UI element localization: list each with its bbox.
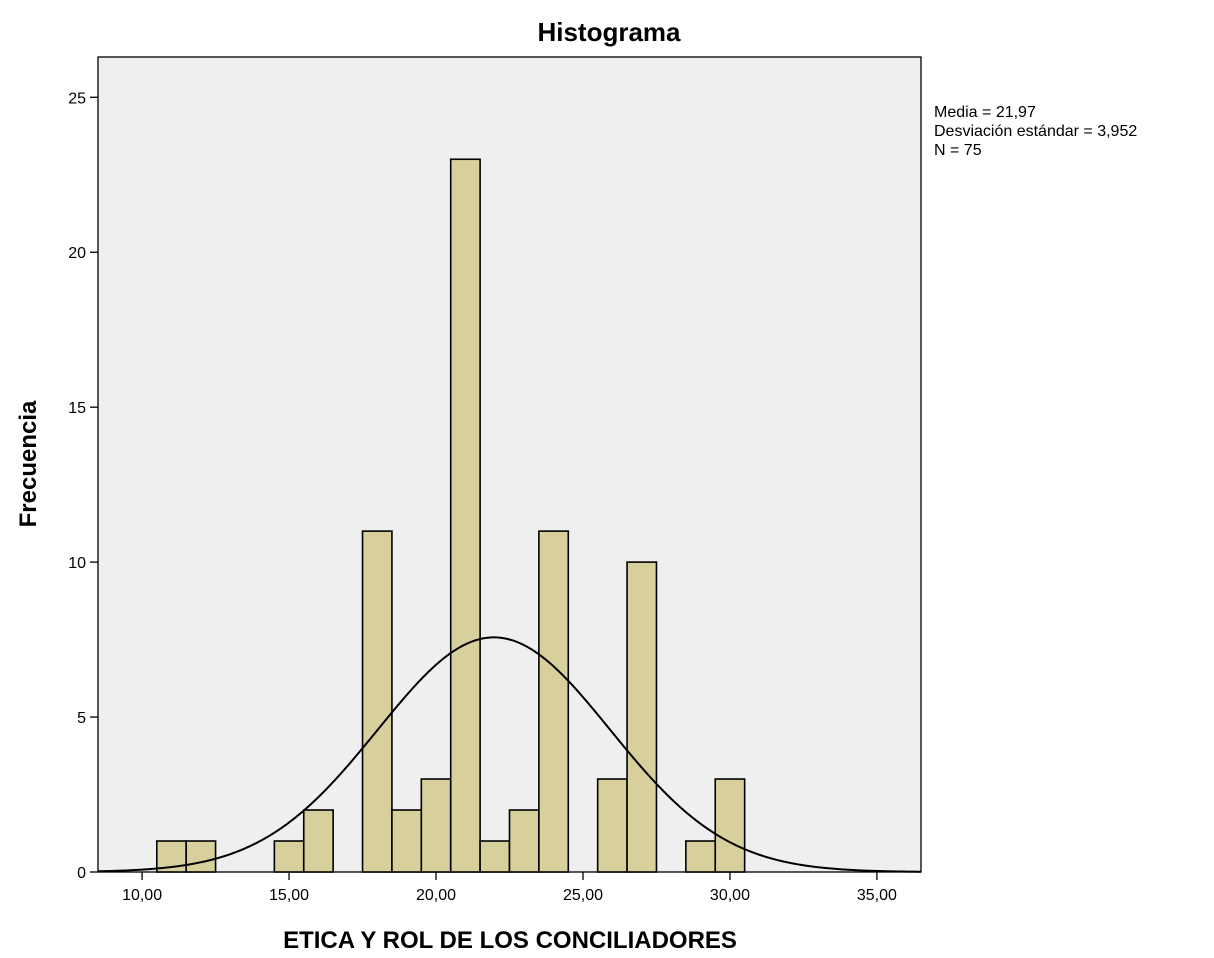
y-tick-label: 25 [68,90,86,107]
y-tick-label: 0 [77,865,86,882]
histogram-bar [508,809,540,873]
chart-title: Histograma [537,17,681,47]
y-axis-label: Frecuencia [15,400,42,527]
normal-curve [97,636,922,873]
histogram-bar [361,530,393,873]
histogram-bar [185,840,217,873]
histogram-bar [596,778,628,873]
x-tick-label: 30,00 [710,887,750,904]
histogram-bar [538,530,570,873]
histogram-bars [155,158,746,873]
histogram-bar [420,778,452,873]
histogram-bar [391,809,423,873]
histogram-bar [479,840,511,873]
plot-area [97,56,922,873]
y-tick-label: 10 [68,555,86,572]
histogram-bar [685,840,717,873]
x-tick-label: 15,00 [269,887,309,904]
histogram-bar [302,809,334,873]
y-tick-label: 5 [77,710,86,727]
stats-sd: Desviación estándar = 3,952 [934,123,1137,140]
histogram-bar [626,561,658,873]
x-tick-label: 35,00 [857,887,897,904]
x-tick-label: 25,00 [563,887,603,904]
x-axis-label: ETICA Y ROL DE LOS CONCILIADORES [283,927,737,954]
x-tick-label: 10,00 [122,887,162,904]
stats-n: N = 75 [934,142,982,159]
histogram-bar [449,158,481,873]
x-axis: 10,00 15,00 20,00 25,00 30,00 35,00 [122,872,897,904]
stats-mean: Media = 21,97 [934,104,1036,121]
stats-box: Media = 21,97 Desviación estándar = 3,95… [934,104,1137,159]
y-tick-label: 20 [68,245,86,262]
y-axis: 0 5 10 15 20 25 [68,90,98,882]
histogram-bar [273,840,305,873]
histogram-bar [714,778,746,873]
x-tick-label: 20,00 [416,887,456,904]
y-tick-label: 15 [68,400,86,417]
